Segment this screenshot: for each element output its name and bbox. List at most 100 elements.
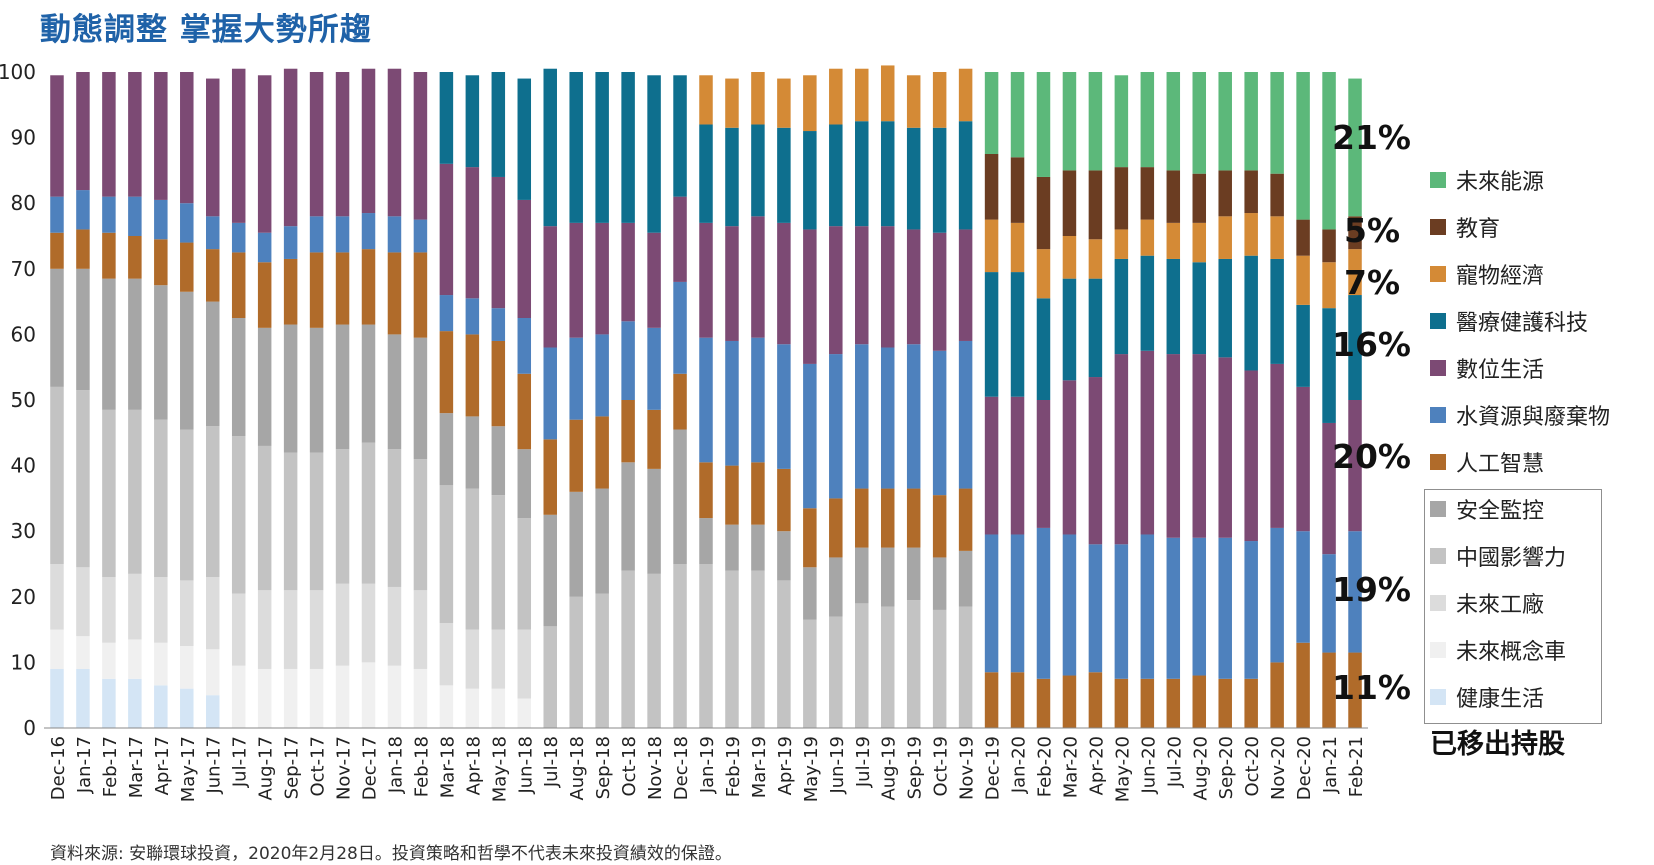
bar-segment: [1192, 675, 1207, 728]
bar-segment: [1192, 72, 1207, 174]
bar-segment: [906, 127, 921, 230]
bar-segment: [1088, 170, 1103, 240]
bar-segment: [595, 222, 609, 335]
bar-segment: [1270, 258, 1284, 364]
x-tick-label: Feb-20: [1034, 736, 1055, 797]
x-tick-label: Apr-20: [1086, 736, 1107, 795]
bar-segment: [569, 596, 583, 728]
bar-segment: [1166, 72, 1181, 171]
bar-segment: [309, 452, 324, 591]
bar-segment: [309, 327, 324, 453]
bar-segment: [309, 590, 324, 669]
bar-segment: [673, 429, 687, 564]
bar-segment: [751, 337, 765, 463]
bar-segment: [517, 629, 532, 699]
bar-segment: [699, 75, 713, 125]
legend-label: 教育: [1456, 216, 1501, 242]
bar-segment: [543, 68, 557, 227]
bar-segment: [673, 281, 687, 374]
bar-segment: [621, 570, 635, 728]
bar-segment: [128, 72, 142, 197]
bar-segment: [777, 78, 791, 128]
bar-segment: [1348, 249, 1362, 296]
x-tick-label: Dec-18: [671, 736, 692, 800]
bar-segment: [1088, 72, 1103, 171]
bar-segment: [1166, 537, 1181, 679]
bar-segment: [1348, 216, 1362, 250]
bar-segment: [491, 688, 506, 728]
bar-segment: [1114, 229, 1129, 259]
x-tick-label: Oct-17: [308, 736, 329, 797]
bar-segment: [1296, 219, 1310, 256]
bar-segment: [309, 216, 324, 253]
bar-segment: [128, 236, 142, 279]
legend-label: 未來能源: [1456, 169, 1545, 195]
bar-segment: [829, 226, 843, 355]
bar-segment: [1036, 72, 1051, 177]
x-tick-label: Mar-17: [126, 736, 147, 798]
bar-segment: [1244, 72, 1258, 171]
bar-segment: [1166, 678, 1181, 728]
x-tick-label: Jul-17: [230, 736, 251, 788]
bar-segment: [1322, 554, 1336, 653]
bar-segment: [180, 429, 194, 581]
bar-segment: [543, 439, 557, 515]
legend-item: 人工智慧: [1430, 438, 1620, 485]
bar-segment: [829, 124, 843, 227]
bar-segment: [387, 334, 402, 450]
legend-swatch: [1430, 594, 1446, 611]
bar-segment: [699, 337, 713, 463]
bar-segment: [1140, 255, 1155, 351]
bar-segment: [465, 334, 480, 417]
bar-segment: [647, 468, 661, 574]
bar-segment: [50, 386, 64, 564]
bar-segment: [102, 577, 116, 643]
bar-segment: [777, 580, 791, 728]
legend-swatch: [1430, 218, 1446, 235]
bar-segment: [76, 190, 90, 230]
bar-segment: [751, 72, 765, 125]
bar-segment: [50, 668, 64, 728]
bar-segment: [439, 163, 454, 296]
bar-segment: [725, 465, 739, 525]
x-tick-label: Jul-19: [853, 736, 874, 788]
bar-segment: [206, 426, 220, 578]
bar-segment: [361, 583, 376, 663]
bar-segment: [180, 688, 194, 728]
x-tick-label: Mar-19: [749, 736, 770, 798]
x-tick-label: Jan-20: [1009, 736, 1030, 794]
bar-segment: [154, 285, 168, 420]
bar-segment: [1010, 222, 1025, 273]
bar-segment: [880, 65, 895, 122]
x-tick-label: Dec-20: [1294, 736, 1315, 800]
bar-segment: [958, 229, 973, 341]
bar-segment: [1140, 219, 1155, 256]
bar-segment: [231, 436, 246, 594]
bar-segment: [1218, 258, 1232, 358]
bar-segment: [491, 72, 506, 177]
bar-segment: [621, 462, 635, 571]
bar-segment: [777, 222, 791, 345]
bar-segment: [906, 229, 921, 345]
bar-segment: [102, 278, 116, 410]
legend-item: 未來工廠: [1430, 579, 1620, 626]
y-tick-label: 20: [11, 585, 36, 609]
bar-segment: [569, 491, 583, 597]
bar-segment: [309, 72, 324, 217]
bar-segment: [984, 72, 999, 154]
bar-segment: [932, 609, 947, 728]
bar-segment: [984, 272, 999, 397]
bar-segment: [102, 232, 116, 279]
bar-segment: [335, 216, 350, 253]
legend-swatch: [1430, 453, 1446, 470]
bar-segment: [1244, 170, 1258, 214]
bar-segment: [257, 75, 272, 233]
bar-segment: [335, 72, 350, 217]
bar-segment: [1114, 258, 1129, 355]
bar-segment: [361, 324, 376, 443]
bar-segment: [517, 518, 532, 630]
bar-segment: [439, 72, 454, 164]
bar-segment: [128, 196, 142, 236]
pct-label-ai: 11%: [1332, 668, 1411, 707]
